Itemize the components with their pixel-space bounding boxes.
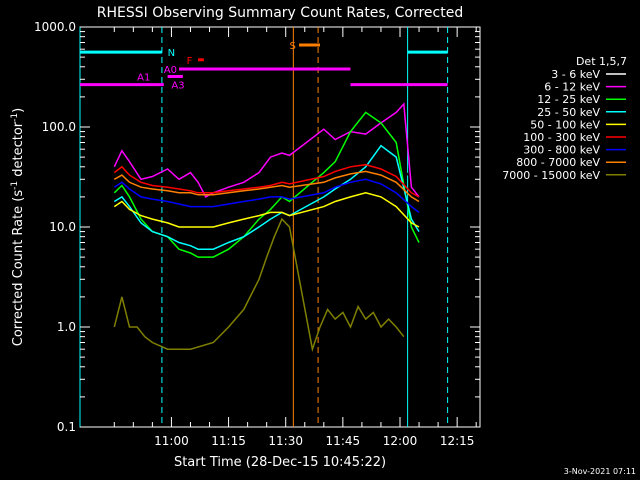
- x-axis-label: Start Time (28-Dec-15 10:45:22): [174, 455, 386, 470]
- state-label-A3: A3: [171, 81, 184, 92]
- legend-label-6: 300 - 800 keV: [523, 144, 600, 157]
- legend-title: Det 1,5,7: [576, 55, 627, 68]
- y-axis-label-sup2: -1: [10, 113, 20, 122]
- y-axis-label: Corrected Count Rate (s-1 detector-1): [10, 108, 26, 346]
- y-axis-ticks: 0.1 1.0 10.0 100.0 1000.0: [34, 20, 480, 434]
- legend-label-8: 7000 - 15000 keV: [502, 169, 600, 182]
- series-line-0: [113, 135, 419, 181]
- legend-label-3: 25 - 50 keV: [537, 106, 600, 119]
- legend-label-0: 3 - 6 keV: [551, 68, 600, 81]
- chart-title: RHESSI Observing Summary Count Rates, Co…: [97, 5, 463, 21]
- state-label-A1: A1: [137, 72, 150, 83]
- y-tick-label-0: 0.1: [57, 420, 76, 434]
- y-tick-label-4: 1000.0: [34, 20, 76, 34]
- series-line-5: [113, 163, 420, 198]
- state-label-A0: A0: [164, 65, 177, 76]
- y-axis-label-sup1: -1: [10, 181, 20, 190]
- series-line-8: [113, 217, 405, 353]
- series-line-3: [113, 144, 420, 250]
- footer-timestamp: 3-Nov-2021 07:11: [564, 467, 636, 476]
- state-label-N: N: [168, 48, 175, 59]
- state-bars: N S F A0 A1 A3: [80, 41, 448, 92]
- x-tick-label-4: 12:00: [383, 434, 418, 448]
- y-tick-label-1: 1.0: [57, 320, 76, 334]
- y-axis-label-part2: detector: [11, 121, 26, 181]
- x-axis-ticks: 11:00 11:15 11:30 11:45 12:00 12:15: [113, 27, 477, 448]
- series-line-1: [113, 102, 420, 198]
- state-label-F: F: [187, 56, 193, 67]
- x-tick-label-3: 11:45: [326, 434, 361, 448]
- state-label-S: S: [290, 41, 296, 52]
- legend-label-7: 800 - 7000 keV: [516, 156, 600, 169]
- x-tick-label-0: 11:00: [154, 434, 189, 448]
- x-tick-label-1: 11:15: [211, 434, 246, 448]
- legend-label-5: 100 - 300 keV: [523, 131, 600, 144]
- y-tick-label-3: 100.0: [42, 120, 76, 134]
- y-axis-label-part1: Corrected Count Rate (s: [11, 190, 26, 347]
- series-line-6: [113, 178, 420, 213]
- legend-label-2: 12 - 25 keV: [537, 93, 600, 106]
- series-line-7: [113, 170, 420, 203]
- vertical-lines: [79, 27, 449, 427]
- x-tick-label-2: 11:30: [268, 434, 303, 448]
- y-axis-label-part3: ): [11, 108, 26, 113]
- x-tick-label-5: 12:15: [440, 434, 475, 448]
- y-tick-label-2: 10.0: [49, 220, 76, 234]
- data-series: [113, 102, 420, 353]
- legend-label-1: 6 - 12 keV: [544, 81, 600, 94]
- legend-label-4: 50 - 100 keV: [530, 118, 600, 131]
- series-line-4: [113, 192, 420, 228]
